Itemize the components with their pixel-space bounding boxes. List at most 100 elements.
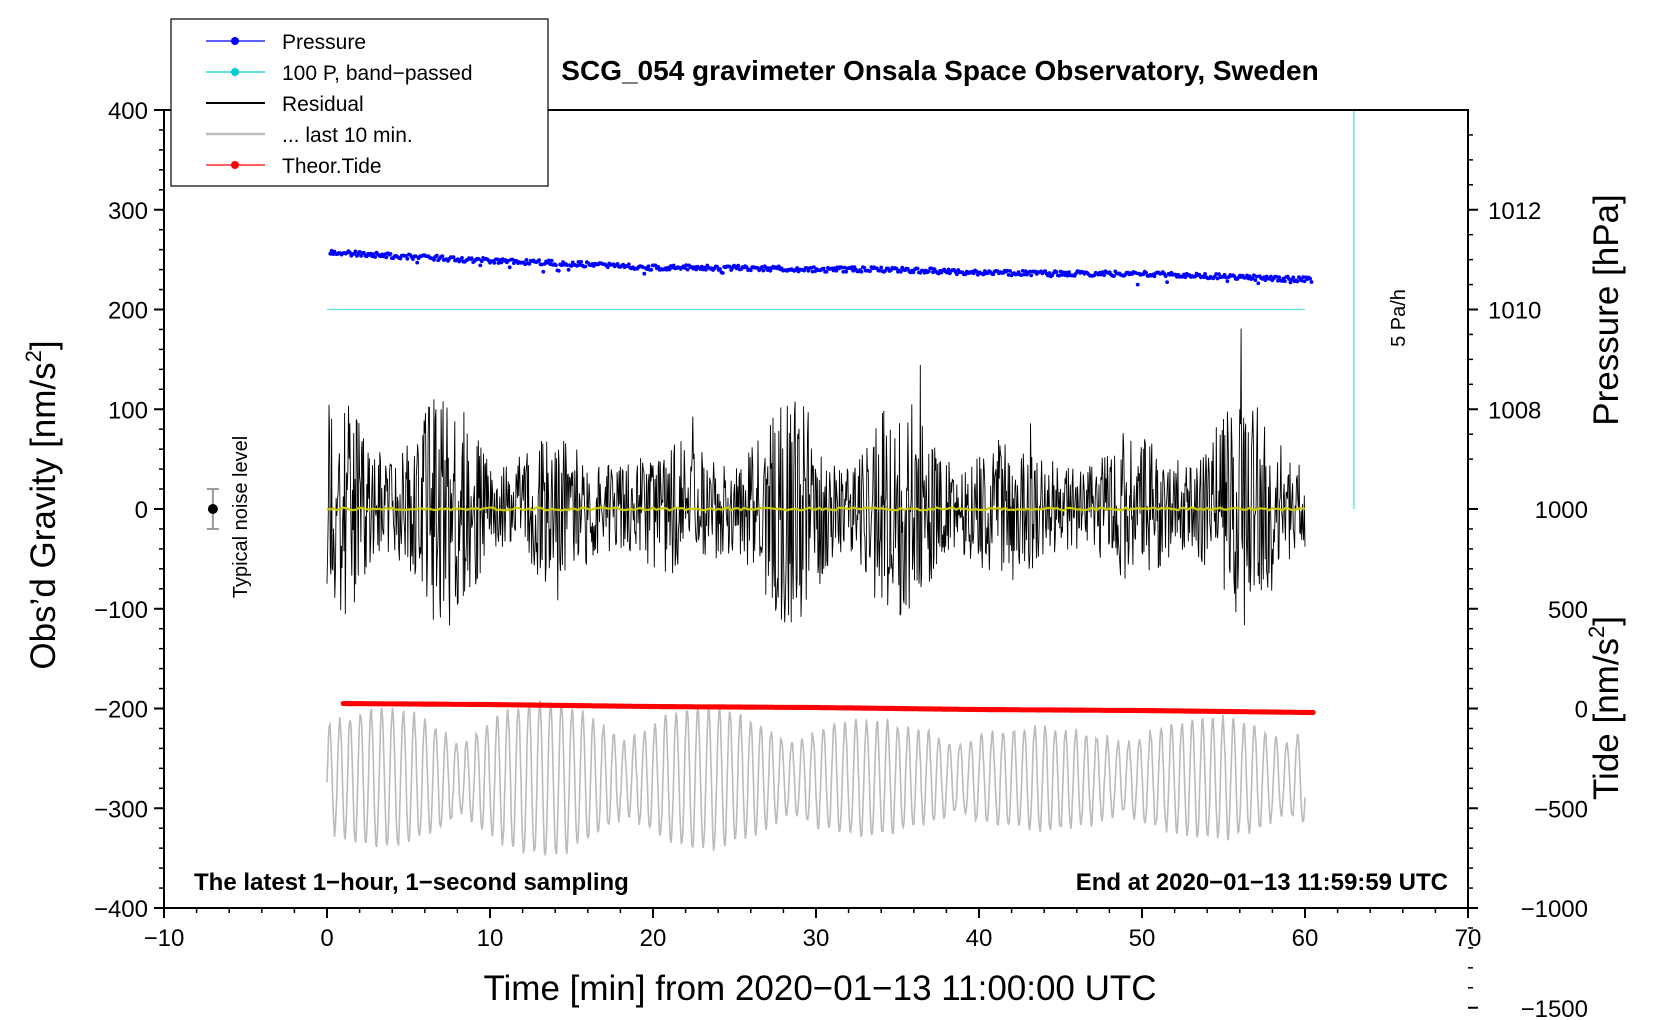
tide-tick-label: 0: [1575, 697, 1588, 724]
legend-marker: [231, 161, 239, 169]
pressure-point: [328, 251, 333, 256]
pressure-point: [566, 267, 571, 272]
pressure-point: [547, 258, 551, 263]
pressure-point: [1269, 274, 1273, 279]
pressure-point: [841, 269, 846, 274]
legend-label: Theor.Tide: [282, 155, 382, 178]
x-tick-label: 40: [966, 925, 993, 952]
pressure-point: [761, 268, 766, 273]
pressure-point: [559, 263, 564, 268]
pressure-point: [1274, 274, 1279, 279]
y-tick-label: 400: [108, 98, 148, 125]
pressure-point: [1308, 276, 1312, 281]
pressure-point: [605, 265, 610, 270]
tide-point: [1310, 709, 1316, 716]
pressure-point: [1302, 279, 1307, 284]
series-last-10-min-line: [326, 700, 1306, 856]
y-tick-label: 100: [108, 397, 148, 424]
pressure-point: [683, 266, 687, 270]
pressure-point: [1020, 269, 1025, 273]
end-time-note: End at 2020−01−13 11:59:59 UTC: [1076, 869, 1448, 896]
pressure-point: [1163, 274, 1168, 278]
pressure-point: [1309, 280, 1314, 284]
pressure-point: [583, 264, 588, 269]
y-tick-label: −200: [94, 697, 148, 724]
pressure-point: [499, 260, 504, 265]
chart-title: SCG_054 gravimeter Onsala Space Observat…: [561, 55, 1318, 86]
tide-axis-title-sup: 2: [1584, 626, 1609, 638]
pressure-point: [1135, 282, 1140, 287]
y-tick-label: −300: [94, 796, 148, 823]
pressure-point: [911, 270, 916, 275]
pressure-point: [1201, 275, 1206, 279]
series-residual-line: [326, 328, 1306, 626]
pressure-point: [353, 249, 358, 254]
pressure-point: [1183, 275, 1188, 280]
y-tick-label: 200: [108, 298, 148, 325]
pressure-point: [1295, 279, 1300, 284]
pressure-point: [776, 264, 781, 269]
y-tick-label: 300: [108, 198, 148, 225]
pressure-point: [834, 268, 839, 273]
pressure-point: [1215, 276, 1220, 281]
x-tick-label: 20: [640, 925, 667, 952]
pressure-point: [451, 255, 456, 259]
pressure-point: [1054, 270, 1059, 274]
pressure-point: [1019, 273, 1024, 277]
legend-label: ... last 10 min.: [282, 124, 413, 147]
pressure-point: [371, 252, 376, 256]
pressure-point: [685, 267, 690, 272]
pressure-point: [824, 269, 829, 274]
pressure-point: [894, 266, 899, 271]
pressure-point: [1253, 278, 1258, 282]
pressure-point: [554, 263, 558, 268]
pressure-point: [1291, 275, 1296, 280]
pressure-point: [955, 272, 959, 277]
pressure-point: [1022, 272, 1027, 277]
legend-marker: [231, 68, 239, 76]
pressure-point: [348, 250, 352, 255]
pressure-point: [615, 262, 620, 266]
pressure-point: [704, 267, 708, 272]
pressure-point: [549, 258, 554, 263]
legend-label: Pressure: [282, 31, 366, 54]
pressure-point: [1008, 269, 1012, 273]
tide-axis-title-main: Tide [nm/s: [1587, 638, 1626, 800]
pressure-point: [915, 266, 920, 271]
pressure-point: [1301, 275, 1305, 279]
pressure-point: [642, 271, 647, 276]
y-axis-title-end: ]: [24, 340, 63, 350]
y-axis-title-sup: 2: [21, 350, 46, 362]
pressure-point: [1144, 271, 1148, 275]
pressure-point: [537, 258, 541, 263]
pressure-point: [1165, 280, 1169, 284]
pressure-point: [541, 269, 546, 274]
pressure-point: [527, 262, 532, 266]
pressure-point: [359, 254, 363, 258]
pressure-point: [478, 263, 483, 268]
pressure-point: [373, 255, 377, 259]
tide-axis-title: Tide [nm/s2]: [1584, 616, 1626, 800]
pressure-point: [715, 264, 720, 269]
pressure-point: [736, 263, 741, 268]
tide-tick-label: 500: [1548, 597, 1588, 624]
pressure-point: [1225, 279, 1230, 284]
pressure-point: [653, 263, 658, 268]
pressure-point: [744, 265, 749, 270]
tide-tick-label: −500: [1534, 796, 1588, 823]
pressure-point: [1276, 278, 1280, 283]
pressure-point: [859, 269, 864, 274]
y-tick-label: −400: [94, 896, 148, 923]
y-tick-label: −100: [94, 597, 148, 624]
pressure-point: [556, 268, 561, 273]
sampling-note: The latest 1−hour, 1−second sampling: [194, 869, 629, 896]
pressure-point: [1256, 281, 1261, 286]
pressure-point: [576, 260, 581, 264]
pressure-point: [565, 263, 570, 267]
pressure-point: [1277, 275, 1282, 280]
y-axis-title: Obs’d Gravity [nm/s2]: [21, 340, 63, 669]
x-tick-label: 0: [320, 925, 333, 952]
pressure-point: [768, 268, 773, 273]
pressure-point: [748, 268, 753, 273]
x-tick-label: 10: [477, 925, 504, 952]
